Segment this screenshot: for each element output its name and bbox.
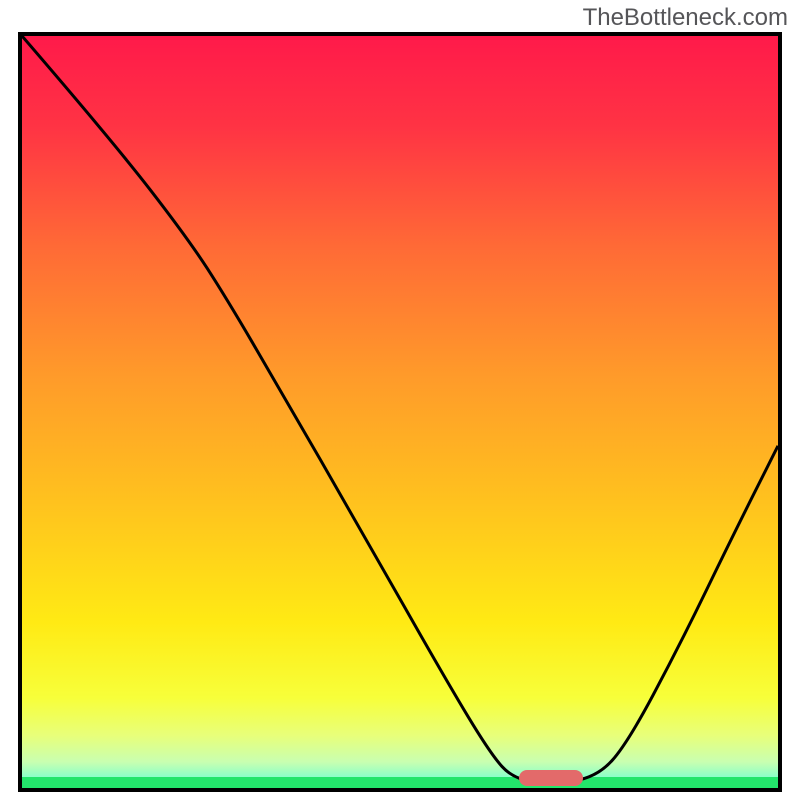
bottleneck-curve (22, 36, 778, 783)
plot-area (18, 32, 782, 792)
curve-svg (22, 36, 778, 788)
optimal-marker (519, 770, 583, 786)
watermark-text: TheBottleneck.com (583, 4, 788, 32)
